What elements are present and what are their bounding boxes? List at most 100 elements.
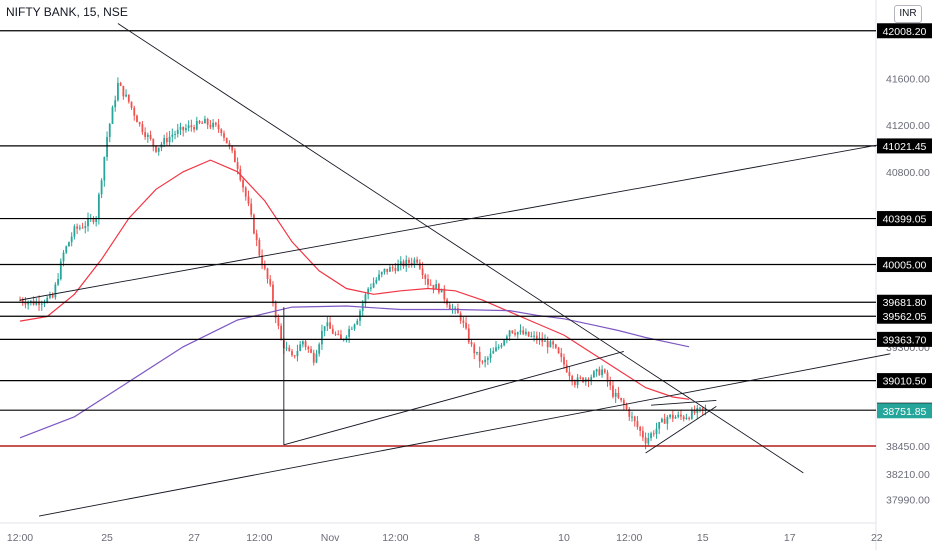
candle-body [27, 302, 30, 305]
candle-body [176, 129, 179, 134]
candle-body [544, 340, 546, 342]
candle-body [429, 284, 432, 286]
candle-body [310, 349, 312, 353]
candle-body [557, 347, 560, 354]
candle-body [244, 187, 247, 197]
candle-body [519, 330, 522, 333]
candle-body [440, 288, 443, 293]
candle-body [389, 267, 391, 272]
candle-body [130, 101, 133, 108]
candle-body [369, 287, 372, 289]
candle-body [35, 301, 38, 305]
candle-body [81, 227, 84, 229]
candle-body [421, 268, 424, 276]
candle-body [394, 268, 397, 272]
trendline [38, 353, 891, 517]
candle-body [152, 138, 155, 146]
trendline [117, 23, 804, 474]
candle-body [258, 239, 261, 256]
candle-body [301, 341, 304, 345]
candle-body [193, 127, 195, 130]
level-price-label: 40399.05 [883, 214, 927, 226]
candle-body [549, 341, 552, 348]
candle-body [606, 372, 609, 382]
candle-body [565, 364, 568, 372]
candle-body [609, 381, 612, 386]
candle-body [165, 138, 168, 143]
candle-body [554, 344, 557, 348]
candle-body [19, 300, 21, 302]
level-price-label: 41021.45 [883, 141, 927, 153]
candle-body [95, 218, 98, 223]
candle-body [413, 259, 416, 264]
candle-body [658, 422, 661, 429]
candle-body [144, 132, 147, 137]
candle-body [272, 284, 274, 303]
candle-body [288, 347, 291, 352]
candle-body [296, 350, 299, 357]
candle-body [633, 416, 636, 422]
candle-body [190, 125, 193, 128]
candle-body [329, 322, 331, 329]
candle-body [576, 377, 579, 385]
candle-body [236, 162, 239, 169]
candle-body [443, 288, 446, 300]
candle-body [43, 302, 46, 304]
time-tick-label: 22 [871, 532, 883, 544]
candle-body [269, 279, 272, 285]
time-tick-label: 12:00 [382, 532, 408, 544]
candle-body [397, 264, 399, 272]
candle-body [122, 85, 125, 97]
candle-body [375, 279, 378, 283]
horizontal-levels [0, 30, 876, 447]
candle-body [92, 218, 95, 223]
currency-button[interactable]: INR [894, 5, 922, 23]
candle-body [340, 334, 342, 340]
level-price-label-bg [877, 331, 932, 347]
candle-body [293, 355, 296, 357]
candle-body [353, 324, 356, 329]
candle-body [141, 124, 144, 133]
time-tick-label: 25 [101, 532, 113, 544]
level-price-label-bg [877, 138, 932, 154]
candle-body [65, 246, 68, 253]
candle-body [495, 347, 497, 352]
candle-body [661, 418, 663, 423]
candle-body [182, 126, 185, 131]
candle-body [680, 414, 682, 417]
time-tick-label: 12:00 [616, 532, 642, 544]
candle-body [492, 351, 495, 354]
candle-body [149, 134, 152, 139]
candle-body [671, 414, 674, 419]
candle-body [307, 346, 310, 350]
candle-body [617, 392, 620, 398]
candle-body [49, 294, 51, 298]
trendline [19, 139, 905, 301]
level-price-label: 39562.05 [883, 311, 927, 323]
level-price-label-bg [877, 257, 932, 273]
candle-body [552, 341, 555, 345]
candle-body [223, 133, 225, 138]
candle-body [318, 344, 321, 354]
price-tick-label: 38450.00 [886, 441, 930, 453]
candle-body [171, 134, 174, 137]
time-tick-label: 12:00 [246, 532, 272, 544]
candle-body [76, 226, 79, 229]
candle-body [217, 124, 220, 130]
candle-body [255, 233, 258, 240]
candle-body [535, 335, 538, 341]
candle-body [484, 359, 487, 363]
candle-body [233, 150, 236, 163]
price-tick-label: 41600.00 [886, 73, 930, 85]
candle-body [174, 133, 176, 135]
candle-body [356, 320, 359, 325]
candle-body [59, 261, 62, 280]
time-tick-label: 8 [474, 532, 480, 544]
candle-body [138, 122, 141, 125]
candle-body [457, 308, 459, 314]
candle-body [603, 369, 606, 373]
candle-body [220, 129, 223, 134]
candle-body [587, 378, 590, 382]
